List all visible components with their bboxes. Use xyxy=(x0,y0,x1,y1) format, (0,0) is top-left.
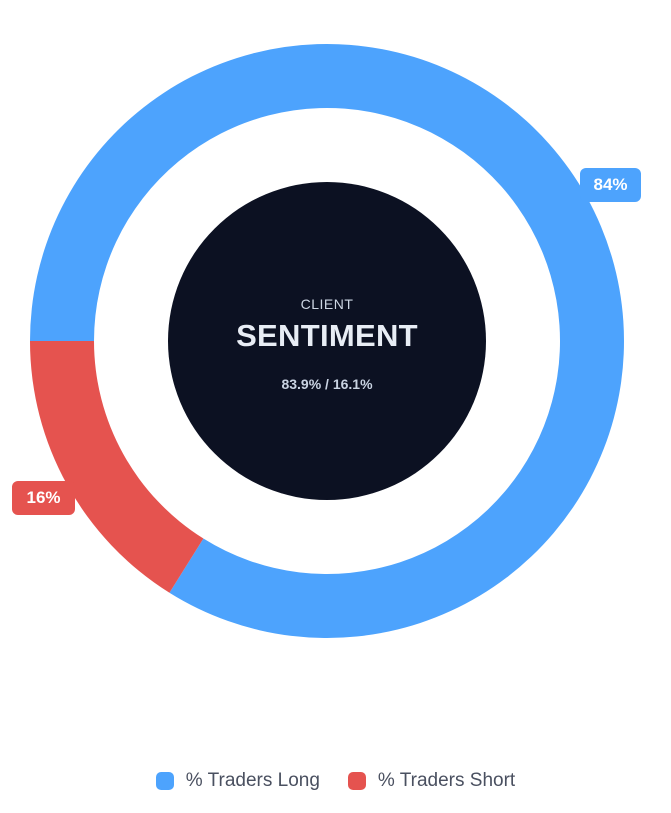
center-ratio: 83.9% / 16.1% xyxy=(281,376,373,392)
data-label-long: 84% xyxy=(580,168,641,202)
data-label-short: 16% xyxy=(12,481,75,515)
legend-swatch-short xyxy=(347,772,366,790)
center-subtitle: CLIENT xyxy=(300,296,354,312)
legend-item-long[interactable]: % Traders Long xyxy=(155,770,320,792)
legend-item-short[interactable]: % Traders Short xyxy=(347,770,516,792)
legend-label-short: % Traders Short xyxy=(377,770,516,791)
slice-short[interactable] xyxy=(30,341,204,593)
center-disc xyxy=(168,182,486,500)
legend: % Traders Long % Traders Short xyxy=(0,770,671,792)
slice-group xyxy=(30,44,624,639)
center-title: SENTIMENT xyxy=(236,318,418,353)
legend-swatch-long xyxy=(155,772,174,790)
legend-label-long: % Traders Long xyxy=(185,770,320,791)
